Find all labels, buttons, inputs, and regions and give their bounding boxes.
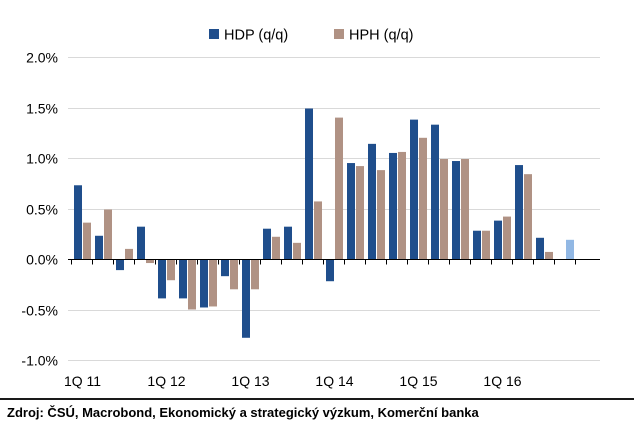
legend-swatch-hdp xyxy=(209,29,219,39)
bar-hph xyxy=(377,170,385,259)
bars xyxy=(74,108,574,338)
x-tick-label: 1Q 12 xyxy=(147,373,185,389)
y-tick-label: 1.0% xyxy=(26,151,58,167)
bar-hdp xyxy=(326,259,334,282)
bar-hdp xyxy=(116,259,124,271)
y-tick-label: -1.0% xyxy=(21,353,58,369)
bar-hph xyxy=(167,259,175,281)
bar-hdp xyxy=(494,220,502,259)
bar-hdp xyxy=(95,235,103,259)
bar-hph xyxy=(503,216,511,259)
bar-hph xyxy=(482,230,490,259)
bar-hdp xyxy=(452,161,460,259)
gridlines xyxy=(68,57,600,361)
bar-hdp xyxy=(410,119,418,260)
bar-hph xyxy=(146,259,154,264)
bar-hdp xyxy=(389,152,397,259)
bar-hph xyxy=(230,259,238,290)
bar-hph xyxy=(335,117,343,259)
bar-hdp xyxy=(158,259,166,299)
bar-hph xyxy=(461,159,469,259)
bar-hph xyxy=(419,137,427,259)
bar-hdp xyxy=(305,108,313,259)
bar-hph xyxy=(314,201,322,259)
y-tick-label: 0.5% xyxy=(26,202,58,218)
x-tick-label: 1Q 13 xyxy=(231,373,269,389)
bar-hph xyxy=(545,251,553,259)
bar-hdp xyxy=(515,165,523,259)
source-divider xyxy=(0,398,634,400)
bar-hdp xyxy=(431,124,439,259)
y-tick-label: 1.5% xyxy=(26,101,58,117)
bar-hdp xyxy=(242,259,250,338)
bar-hph xyxy=(440,159,448,259)
bar-hdp xyxy=(284,226,292,259)
bar-hdp xyxy=(368,143,376,259)
bar-hph xyxy=(83,222,91,259)
y-tick-label: -0.5% xyxy=(21,303,58,319)
bar-hph xyxy=(398,151,406,259)
bar-hdp xyxy=(74,185,82,259)
bar-hph xyxy=(251,259,259,290)
bar-hph xyxy=(356,166,364,259)
bar-hph xyxy=(125,248,133,259)
bar-hph xyxy=(104,209,112,259)
bar-hdp xyxy=(137,226,145,259)
legend-label-hdp: HDP (q/q) xyxy=(224,28,288,44)
x-axis: 1Q 11 1Q 12 1Q 13 1Q 14 1Q 15 1Q 16 xyxy=(64,259,600,389)
y-axis: 2.0% 1.5% 1.0% 0.5% 0.0% -0.5% -1.0% xyxy=(21,50,58,369)
bar-hdp xyxy=(347,163,355,259)
bar-hph xyxy=(209,259,217,307)
bar-hdp xyxy=(179,259,187,299)
x-tick-label: 1Q 16 xyxy=(483,373,521,389)
x-tick-label: 1Q 15 xyxy=(399,373,437,389)
bar-hph xyxy=(566,239,574,259)
bar-chart: 2.0%1.5%1.0%0.5%0.0%-0.5%-1.0% 1Q 11 1Q 1… xyxy=(21,28,600,389)
source-note: Zdroj: ČSÚ, Macrobond, Ekonomický a stra… xyxy=(7,405,479,420)
x-tick-label: 1Q 14 xyxy=(315,373,353,389)
bar-hdp xyxy=(536,237,544,259)
y-tick-label: 0.0% xyxy=(26,252,58,268)
bar-hph xyxy=(293,242,301,259)
legend-label-hph: HPH (q/q) xyxy=(349,28,413,44)
bar-hdp xyxy=(200,259,208,308)
bar-hph xyxy=(272,236,280,259)
bar-hdp xyxy=(221,259,229,277)
y-tick-label: 2.0% xyxy=(26,50,58,66)
bar-hdp xyxy=(473,230,481,259)
bar-hph xyxy=(188,259,196,310)
x-tick-label: 1Q 11 xyxy=(64,373,101,389)
legend-swatch-hph xyxy=(334,29,344,39)
bar-hph xyxy=(524,174,532,259)
legend: HDP (q/q) HPH (q/q) xyxy=(209,28,413,44)
bar-hdp xyxy=(263,228,271,259)
